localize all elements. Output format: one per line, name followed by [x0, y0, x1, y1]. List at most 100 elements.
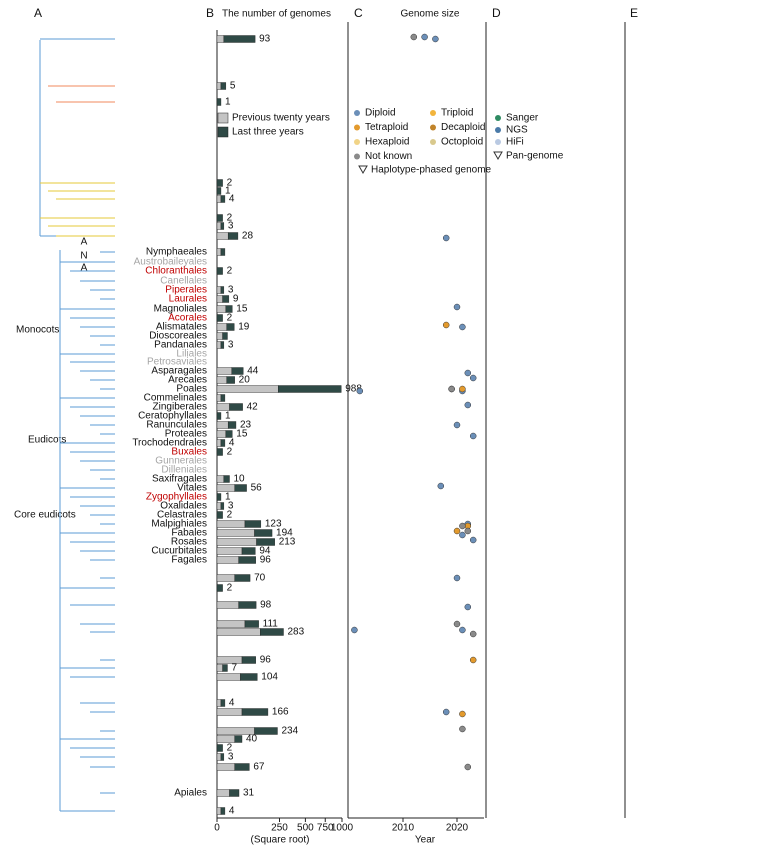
bar-segment	[238, 601, 257, 609]
total-label: 98	[260, 600, 272, 611]
bar-segment	[216, 620, 246, 628]
total-label: 104	[261, 672, 278, 683]
bar-segment	[220, 82, 227, 90]
genome-point	[432, 35, 439, 43]
total-label: 1	[225, 492, 231, 503]
bar-segment	[216, 179, 223, 187]
genome-point	[453, 574, 461, 582]
x-tick-label: 0	[214, 823, 220, 834]
genome-point	[410, 33, 418, 41]
total-label: 2	[227, 510, 233, 521]
order-label: Fabales	[171, 528, 207, 539]
total-label: 2	[227, 743, 233, 754]
order-label: Gunnerales	[155, 456, 207, 467]
genome-point	[464, 603, 472, 611]
legend-marker	[430, 124, 436, 131]
x-tick-label: 1000	[331, 823, 354, 834]
bar-segment	[216, 628, 261, 636]
bar-segment	[216, 98, 222, 106]
bar-segment	[240, 673, 258, 681]
bar-segment	[223, 35, 256, 43]
total-label: 3	[228, 285, 234, 296]
x-tick-label: 250	[271, 823, 288, 834]
total-label: 3	[228, 340, 234, 351]
bar-segment	[216, 341, 222, 349]
bar-segment	[216, 547, 243, 555]
total-label: 234	[281, 726, 298, 737]
bar-segment	[229, 403, 243, 411]
bar-segment	[216, 744, 223, 752]
bar-segment	[220, 753, 225, 761]
bar-segment	[222, 664, 228, 672]
bar-segment	[254, 727, 278, 735]
order-label: Dioscoreales	[149, 331, 207, 342]
genome-point	[459, 323, 466, 331]
bar-segment	[216, 314, 223, 322]
total-label: 166	[272, 707, 289, 718]
order-label: Ranunculales	[146, 420, 207, 431]
total-label: 10	[234, 474, 246, 485]
total-label: 111	[263, 619, 279, 630]
total-label: 4	[229, 438, 235, 449]
bar-segment	[216, 214, 223, 222]
legend-marker	[495, 127, 501, 133]
total-label: 15	[236, 304, 248, 315]
total-label: 70	[254, 573, 266, 584]
bar-segment	[216, 187, 222, 195]
bar-segment	[216, 656, 243, 664]
genome-point	[464, 527, 472, 535]
genome-point	[437, 482, 445, 490]
total-label: 1	[225, 97, 231, 108]
order-label: Alismatales	[156, 322, 207, 333]
bar-segment	[216, 332, 223, 340]
total-label: 20	[239, 375, 251, 386]
legend-marker	[430, 110, 436, 116]
bar-segment	[220, 286, 225, 294]
order-label: Acorales	[168, 313, 207, 324]
bar-segment	[222, 295, 230, 303]
bar-segment	[216, 82, 222, 90]
legend-label: Tetraploid	[365, 122, 408, 133]
total-label: 93	[259, 34, 271, 45]
genome-point	[453, 620, 461, 628]
x-axis-label: Year	[415, 835, 436, 846]
order-label: Vitales	[177, 483, 207, 494]
bar-segment	[216, 305, 227, 313]
order-label: Austrobaileyales	[134, 257, 207, 268]
genome-point	[356, 387, 364, 395]
total-label: 2	[227, 266, 233, 277]
total-label: 31	[243, 788, 255, 799]
total-label: 96	[260, 655, 272, 666]
order-label: Poales	[176, 384, 207, 395]
total-label: 9	[233, 294, 239, 305]
legend-marker	[495, 115, 501, 121]
order-label: Saxifragales	[152, 474, 207, 485]
legend-marker	[495, 139, 501, 145]
bar-segment	[216, 367, 232, 375]
order-label: Piperales	[165, 285, 207, 296]
bar-segment	[226, 323, 235, 331]
legend-label: Pan-genome	[506, 151, 564, 162]
total-label: 4	[229, 194, 235, 205]
legend-marker	[354, 124, 360, 131]
total-label: 56	[251, 483, 263, 494]
legend-label: Haplotype-phased genome	[371, 165, 492, 176]
order-label: Oxalidales	[160, 501, 207, 512]
order-label: Arecales	[168, 375, 207, 386]
bar-segment	[216, 484, 235, 492]
genome-point	[459, 522, 466, 530]
bar-segment	[220, 248, 226, 256]
legend-swatch	[217, 126, 229, 138]
bar-segment	[241, 547, 256, 555]
legend-marker	[358, 165, 368, 175]
bar-segment	[220, 699, 226, 707]
order-label: Fagales	[171, 555, 207, 566]
legend-marker	[493, 151, 503, 161]
panel-letter: B	[206, 6, 214, 20]
bar-segment	[227, 232, 239, 240]
bar-segment	[216, 520, 246, 528]
genome-point	[464, 401, 472, 409]
order-label: Celastrales	[157, 510, 207, 521]
total-label: 3	[228, 501, 234, 512]
